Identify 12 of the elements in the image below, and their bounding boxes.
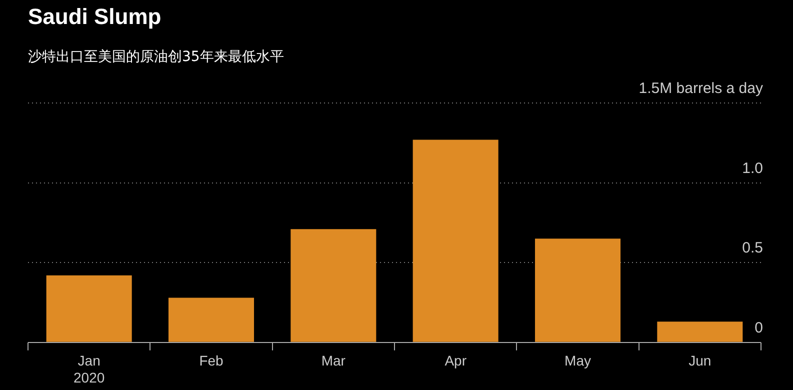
- x-tick-label: May: [564, 352, 591, 369]
- x-tick-label: Apr: [444, 352, 467, 369]
- y-tick-label: 0.5: [742, 240, 763, 257]
- y-tick-label: 0: [754, 320, 763, 337]
- x-tick-label: Feb: [199, 352, 224, 369]
- chart-title: Saudi Slump: [28, 4, 162, 30]
- y-tick-label: 1.5M barrels a day: [638, 80, 764, 98]
- chart-subtitle: 沙特出口至美国的原油创35年来最低水平: [28, 48, 284, 66]
- x-tick-label: Jan 2020: [74, 352, 105, 386]
- x-tick-label: Jun: [688, 352, 712, 369]
- x-tick-label: Mar: [321, 352, 346, 369]
- y-tick-label: 1.0: [742, 160, 763, 177]
